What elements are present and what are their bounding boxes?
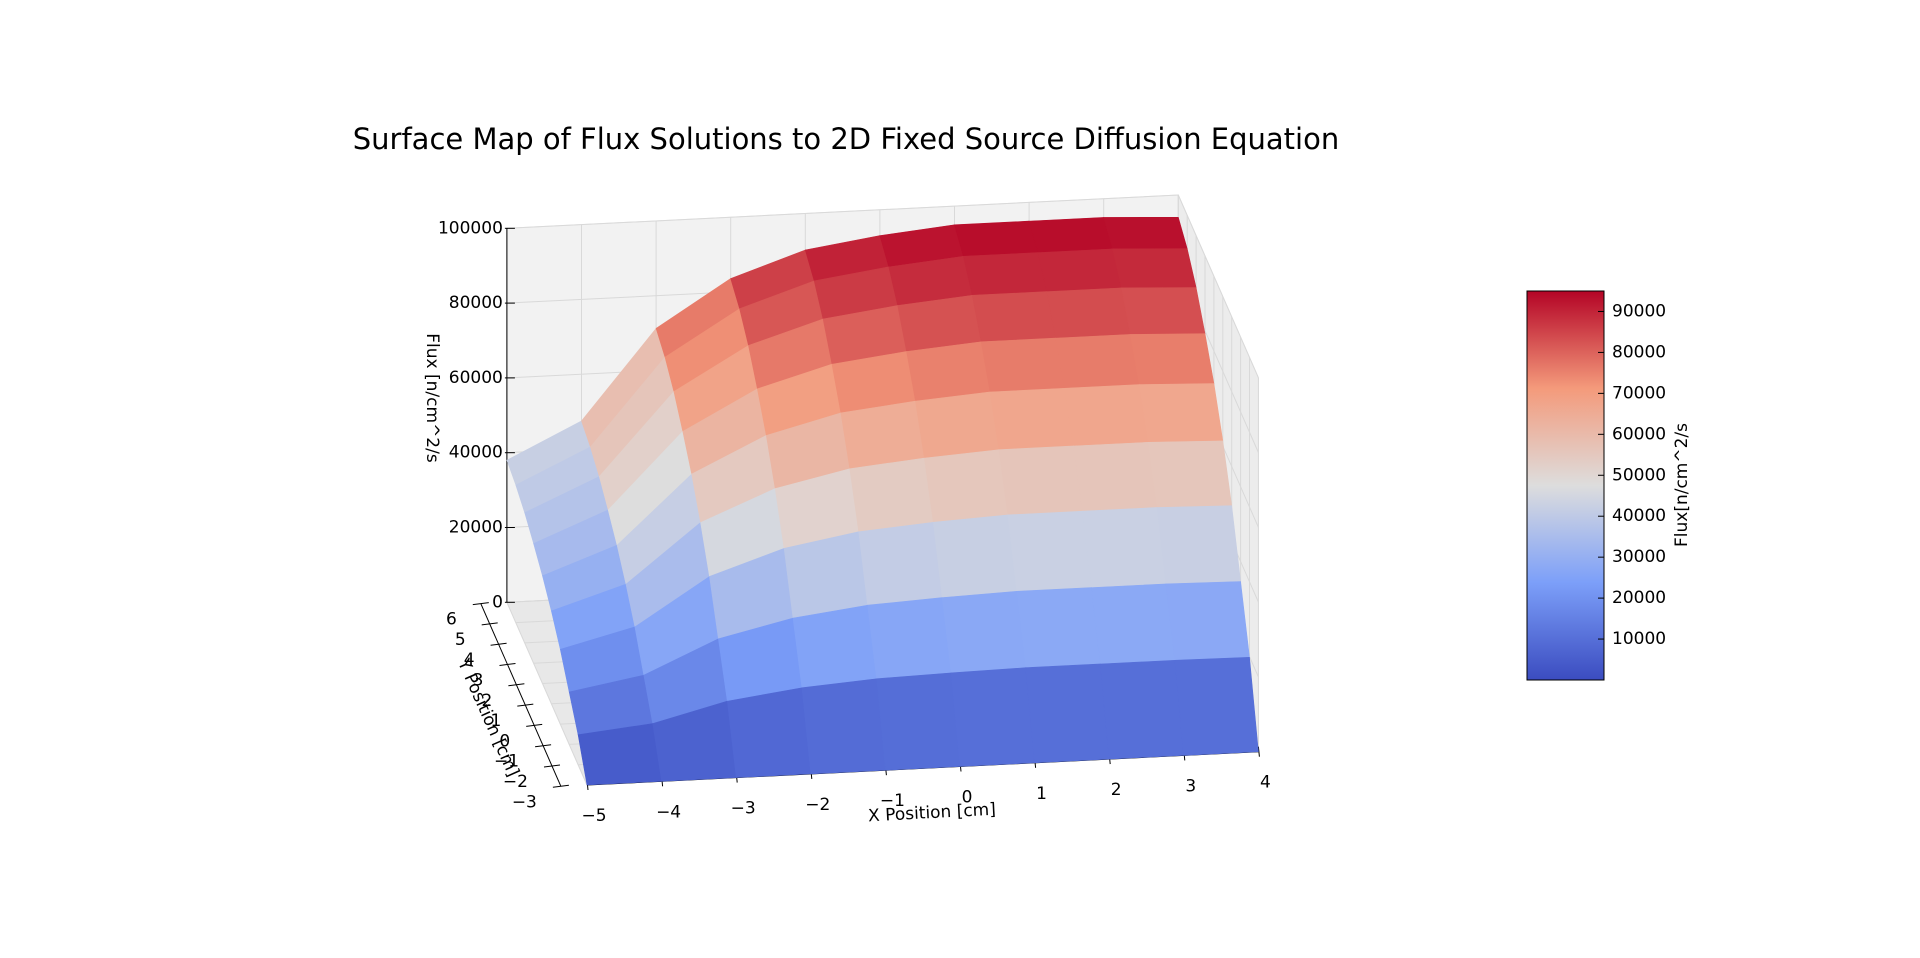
y-tick xyxy=(481,622,498,626)
y-tick-label: 0 xyxy=(499,731,510,751)
colorbar-label: Flux[n/cm^2/s xyxy=(1672,423,1692,547)
y-tick xyxy=(526,723,543,727)
colorbar-tick-label: 80000 xyxy=(1612,342,1666,362)
x-tick xyxy=(1257,746,1260,757)
surface-patch xyxy=(1091,583,1176,665)
surface-patch xyxy=(801,678,886,775)
surface-patch xyxy=(858,521,943,606)
surface-patch xyxy=(1028,217,1113,253)
colorbar xyxy=(1526,290,1605,681)
surface-patch xyxy=(1082,507,1167,588)
surface-patch xyxy=(1055,334,1140,389)
colorbar-tick-label: 30000 xyxy=(1612,547,1666,567)
surface-patch xyxy=(1138,383,1224,443)
z-tick-label: 0 xyxy=(492,592,503,612)
y-tick-label: 6 xyxy=(446,610,457,630)
surface-patch xyxy=(1007,510,1092,592)
x-tick-label: 1 xyxy=(1036,784,1047,804)
colorbar-tick-label: 60000 xyxy=(1612,424,1666,444)
surface-patch xyxy=(726,687,812,778)
y-tick-label: 1 xyxy=(490,711,501,731)
x-tick-label: 3 xyxy=(1185,776,1196,796)
colorbar-tick-label: 20000 xyxy=(1612,588,1666,608)
surface-patch xyxy=(1073,441,1158,512)
surface-patch xyxy=(971,291,1057,343)
z-tick-label: 60000 xyxy=(449,368,503,388)
surface-patch xyxy=(1025,663,1110,764)
y-tick-label: 5 xyxy=(455,630,466,650)
z-tick-label: 80000 xyxy=(449,293,503,313)
x-tick-label: 4 xyxy=(1260,773,1271,793)
x-tick-label: 0 xyxy=(962,788,973,808)
y-axis-label: Y Position [cm] xyxy=(453,655,523,780)
surface-patch xyxy=(980,337,1066,393)
surface-patch xyxy=(954,220,1039,257)
x-tick-label: −2 xyxy=(805,795,830,815)
surface-patch xyxy=(1103,216,1188,250)
surface xyxy=(506,216,1259,786)
y-tick-label: 3 xyxy=(473,670,484,690)
surface-patch xyxy=(1121,287,1206,335)
surface-patch xyxy=(867,597,952,680)
colorbar-tick-label: 10000 xyxy=(1612,629,1666,649)
colorbar-tick-label: 90000 xyxy=(1612,301,1666,321)
colorbar-tick-label: 50000 xyxy=(1612,465,1666,485)
surface-patch xyxy=(941,590,1027,674)
y-tick xyxy=(552,784,569,788)
surface-patch xyxy=(897,294,982,352)
surface-patch xyxy=(1016,587,1101,669)
surface-patch xyxy=(792,604,877,689)
y-tick xyxy=(508,683,525,687)
x-tick-label: −5 xyxy=(581,806,606,826)
y-tick-label: −1 xyxy=(494,752,519,772)
z-axis-label: Flux [n/cm^2/s xyxy=(422,333,442,463)
y-tick xyxy=(472,602,489,606)
grid-line xyxy=(506,194,1259,378)
y-tick xyxy=(490,642,507,646)
chart-title: Surface Map of Flux Solutions to 2D Fixe… xyxy=(353,122,1339,156)
surface-patch xyxy=(1112,248,1197,289)
x-tick-label: −3 xyxy=(731,799,756,819)
surface-patch xyxy=(1130,333,1215,385)
surface-patch xyxy=(924,449,1009,523)
y-tick xyxy=(517,703,534,707)
surface-patch xyxy=(840,400,925,470)
surface-patch xyxy=(1156,505,1241,585)
surface-patch xyxy=(849,457,934,533)
y-tick xyxy=(499,662,516,666)
x-tick-label: −4 xyxy=(656,802,681,822)
y-tick-label: −2 xyxy=(503,772,528,792)
y-tick-label: 2 xyxy=(482,691,493,711)
y-axis-line xyxy=(480,603,562,787)
surface-patch xyxy=(1147,440,1233,508)
colorbar-tick-label: 40000 xyxy=(1612,506,1666,526)
surface-patch xyxy=(1099,659,1185,760)
surface-patch xyxy=(989,387,1074,451)
x-tick-label: 2 xyxy=(1111,780,1122,800)
surface-patch xyxy=(932,514,1018,598)
surface-patch xyxy=(577,723,662,786)
y-tick xyxy=(543,764,561,768)
z-tick-label: 100000 xyxy=(438,218,503,238)
surface-patch xyxy=(915,391,1000,459)
surface-patch xyxy=(1037,248,1122,292)
x-tick-label: −1 xyxy=(880,791,905,811)
surface-patch xyxy=(1046,287,1131,339)
surface-patch xyxy=(1174,656,1259,756)
surface-patch xyxy=(963,252,1048,296)
surface-patch xyxy=(1165,581,1250,661)
y-tick-label: −3 xyxy=(512,792,537,812)
surface-patch xyxy=(1064,384,1149,447)
surface-patch xyxy=(998,445,1083,516)
z-tick-label: 20000 xyxy=(449,518,503,538)
surface-patch xyxy=(950,667,1035,767)
y-tick xyxy=(535,744,552,748)
surface-patch xyxy=(906,341,991,402)
z-tick-label: 40000 xyxy=(449,443,503,463)
y-tick-label: 4 xyxy=(464,650,475,670)
surface-patch xyxy=(876,672,961,771)
colorbar-tick-label: 70000 xyxy=(1612,383,1666,403)
